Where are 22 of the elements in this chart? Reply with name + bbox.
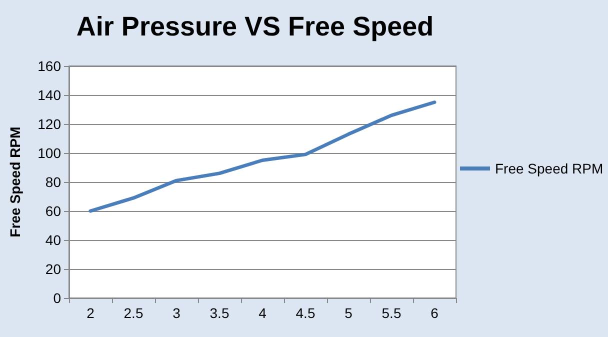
x-tick-label: 5 xyxy=(344,305,353,321)
y-tick-label: 140 xyxy=(38,87,62,103)
x-tick-label: 3 xyxy=(172,305,181,321)
x-tick-label: 5.5 xyxy=(382,305,402,321)
x-tick-label: 2.5 xyxy=(124,305,144,321)
y-tick-label: 160 xyxy=(38,58,62,74)
y-tick-label: 120 xyxy=(38,116,62,132)
y-tick-label: 20 xyxy=(45,261,62,277)
y-tick-label: 40 xyxy=(45,232,62,248)
y-tick-label: 60 xyxy=(45,203,62,219)
line-series xyxy=(88,100,436,213)
legend-label: Free Speed RPM xyxy=(495,160,604,176)
x-tick-label: 2 xyxy=(86,305,95,321)
x-tick-label: 6 xyxy=(430,305,439,321)
y-axis-title: Free Speed RPM xyxy=(7,126,23,238)
x-tick-label: 4.5 xyxy=(296,305,316,321)
x-tick-label: 3.5 xyxy=(210,305,230,321)
y-tick-label: 100 xyxy=(38,145,62,161)
y-tick-label: 0 xyxy=(53,290,62,306)
chart-title: Air Pressure VS Free Speed xyxy=(76,12,434,42)
y-tick-label: 80 xyxy=(45,174,62,190)
x-tick-label: 4 xyxy=(258,305,267,321)
